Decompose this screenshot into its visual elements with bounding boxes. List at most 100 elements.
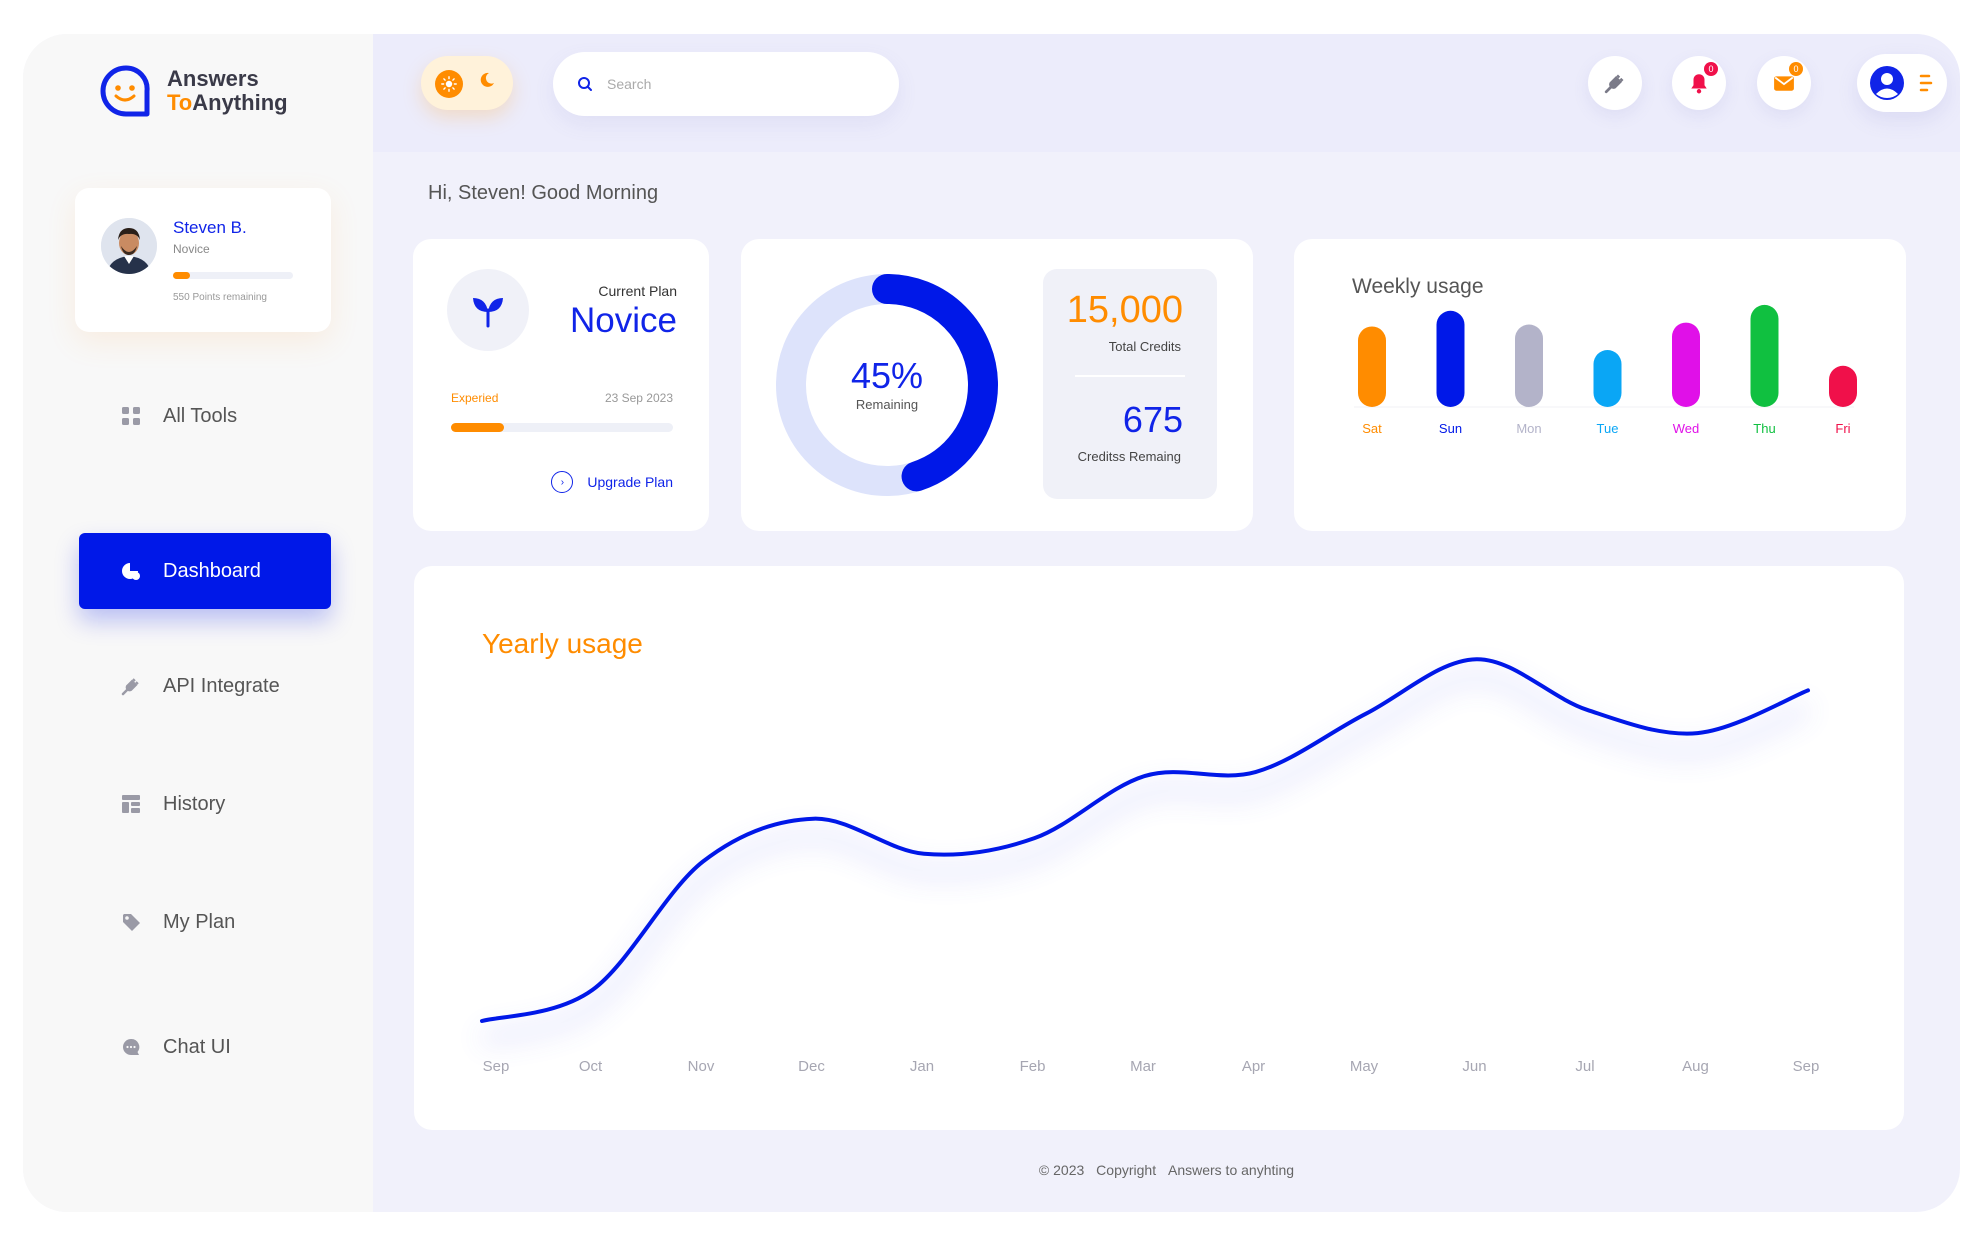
upgrade-plan-label: Upgrade Plan [587, 474, 673, 490]
app-frame: Answers ToAnything Steven B. Novice 550 … [23, 34, 1960, 1212]
user-circle-icon [1870, 66, 1904, 100]
nav-item-all-tools[interactable]: All Tools [79, 378, 331, 454]
plug-icon [1604, 74, 1624, 94]
points-progress-bar [173, 272, 293, 279]
plug-icon [121, 676, 141, 696]
credits-percent: 45% [850, 355, 924, 396]
weekly-day-label: Fri [1835, 421, 1850, 436]
points-progress-fill [173, 272, 190, 279]
tag-icon [121, 912, 141, 932]
footer-year: © 2023 [1038, 1162, 1085, 1178]
greeting: Hi, Steven! Good Morning [428, 182, 659, 204]
profile-tier: Novice [173, 242, 210, 256]
yearly-usage-line [480, 657, 1810, 1023]
yearly-month-label: Jan [910, 1058, 934, 1075]
user-photo-icon [101, 218, 157, 274]
nav-item-label: My Plan [163, 910, 236, 933]
nav-item-label: Dashboard [163, 559, 261, 582]
weekly-day-label: Thu [1753, 421, 1775, 436]
api-plug-button[interactable] [1588, 56, 1642, 110]
credits-remaining-arc [776, 274, 998, 496]
bell-icon [1691, 74, 1707, 94]
messages-badge: 0 [1789, 62, 1803, 76]
yearly-month-label: Sep [1793, 1058, 1820, 1075]
plan-progress-bar [451, 423, 673, 432]
total-credits-label: Total Credits [1108, 339, 1181, 354]
yearly-usage-chart: Sep Oct Nov Dec Jan Feb Mar Apr May Jun Jul Aug Sep [480, 657, 1820, 1075]
weekly-bar-mon [1515, 324, 1543, 407]
yearly-month-label: Aug [1682, 1058, 1709, 1075]
yearly-usage-title: Yearly usage [482, 628, 643, 659]
weekly-usage-title: Weekly usage [1352, 275, 1484, 298]
remaining-credits-label: Creditss Remaing [1077, 449, 1181, 464]
yearly-month-label: Feb [1020, 1058, 1046, 1075]
weekly-usage-chart: Sat Sun Mon Tue Wed Thu Fri [1354, 304, 1857, 436]
credits-divider [1075, 375, 1185, 377]
profile-card[interactable]: Steven B. Novice 550 Points remaining [75, 188, 331, 332]
brand-logo[interactable]: Answers ToAnything [99, 64, 288, 118]
nav-item-api-integrate[interactable]: API Integrate [79, 648, 331, 724]
weekly-day-label: Sat [1362, 421, 1382, 436]
notifications-badge: 0 [1704, 62, 1718, 76]
theme-toggle[interactable] [421, 56, 513, 110]
yearly-month-label: Dec [798, 1058, 825, 1075]
messages-button[interactable]: 0 [1757, 56, 1811, 110]
brand-name-line1: Answers [167, 65, 259, 91]
nav-item-history[interactable]: History [79, 766, 331, 842]
sun-icon[interactable] [435, 70, 463, 98]
upgrade-plan-button[interactable]: › Upgrade Plan [551, 471, 673, 493]
footer-company: Answers to anyhting [1167, 1162, 1295, 1178]
search-bar[interactable] [553, 52, 899, 116]
weekly-bar-wed [1672, 322, 1700, 407]
current-plan-card: Current Plan Novice Experied 23 Sep 2023… [413, 239, 709, 531]
search-icon [578, 77, 592, 91]
weekly-day-label: Tue [1597, 421, 1619, 436]
plan-progress-fill [451, 423, 505, 432]
search-input[interactable] [607, 76, 867, 92]
yearly-month-label: Nov [688, 1058, 715, 1075]
weekly-bar-sat [1358, 326, 1386, 407]
yearly-month-label: Apr [1242, 1058, 1265, 1075]
weekly-bar-sun [1436, 310, 1465, 407]
moon-icon[interactable] [479, 72, 495, 93]
yearly-usage-card: Yearly usage Sep Oct Nov Dec Jan Feb Mar Apr May… [414, 566, 1904, 1130]
footer: © 2023 Copyright Answers to anyhting [23, 1162, 1960, 1178]
sidebar: Answers ToAnything Steven B. Novice 550 … [23, 34, 373, 1212]
notifications-button[interactable]: 0 [1672, 56, 1726, 110]
weekly-day-label: Sun [1439, 421, 1462, 436]
plan-name: Novice [570, 301, 677, 340]
footer-copyright: Copyright [1096, 1162, 1157, 1178]
total-credits-value: 15,000 [1066, 289, 1183, 331]
plan-expired-label: Experied [451, 391, 499, 405]
nav-item-chat-ui[interactable]: Chat UI [79, 1009, 331, 1085]
grid-icon [121, 406, 141, 426]
nav-item-dashboard[interactable]: Dashboard [79, 533, 331, 609]
dashboard-icon [121, 561, 141, 581]
menu-icon [1919, 74, 1933, 92]
yearly-month-label: Oct [579, 1058, 603, 1075]
weekly-bar-tue [1593, 350, 1622, 407]
yearly-line-shadow [480, 672, 1810, 1044]
nav-item-label: History [163, 792, 226, 815]
nav-item-label: API Integrate [163, 674, 280, 697]
yearly-month-label: Sep [483, 1058, 510, 1075]
chat-icon [121, 1037, 141, 1057]
avatar[interactable] [101, 218, 157, 274]
weekly-usage-card: Weekly usage Sat Sun Mon Tue Wed Thu Fri [1294, 239, 1906, 531]
credits-summary: 15,000 Total Credits 675 Creditss Remain… [1043, 269, 1217, 499]
yearly-month-label: May [1350, 1058, 1379, 1075]
profile-menu-button[interactable] [1857, 54, 1947, 112]
brand-name-line2: Anything [192, 90, 288, 115]
credits-percent-label: Remaining [855, 397, 919, 412]
smiley-logo-icon [100, 65, 150, 117]
yearly-month-label: Jul [1575, 1058, 1594, 1075]
weekly-bar-thu [1750, 304, 1779, 407]
credits-card: 45% Remaining 15,000 Total Credits 675 C… [741, 239, 1253, 531]
points-remaining: 550 Points remaining [173, 292, 267, 303]
credits-donut-chart [776, 274, 998, 496]
weekly-day-label: Mon [1516, 421, 1541, 436]
nav-item-my-plan[interactable]: My Plan [79, 884, 331, 960]
history-icon [121, 794, 141, 814]
mail-icon [1774, 76, 1794, 91]
yearly-month-label: Mar [1130, 1058, 1156, 1075]
